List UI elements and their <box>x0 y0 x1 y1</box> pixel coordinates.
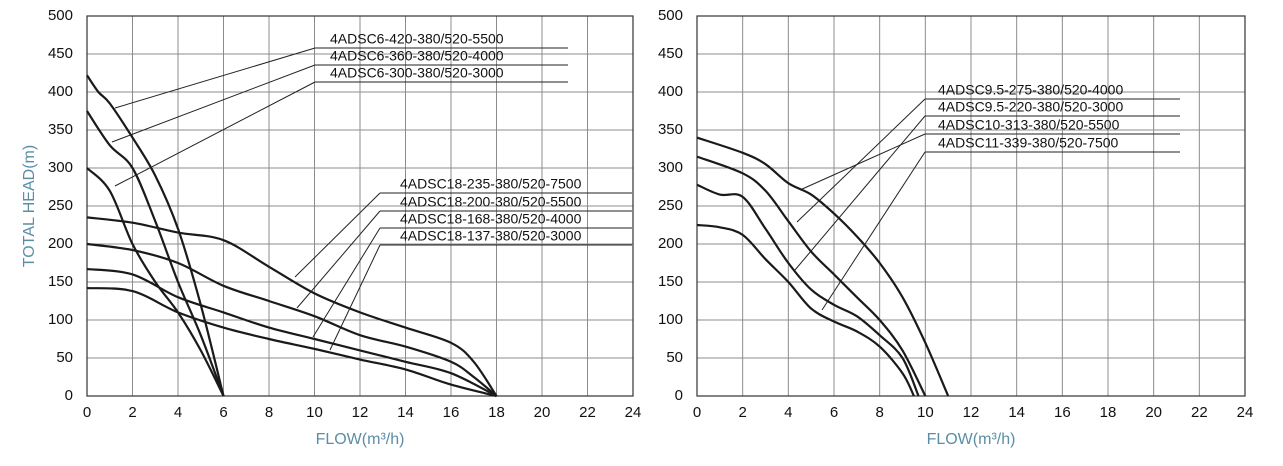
y-tick-label: 250 <box>48 197 73 214</box>
curve <box>696 155 927 397</box>
leader-line <box>296 210 381 309</box>
x-tick-label: 10 <box>306 404 323 421</box>
y-tick-label: 200 <box>658 235 683 252</box>
series-label: 4ADSC6-300-380/520-3000 <box>330 65 504 81</box>
x-tick-label: 16 <box>1054 404 1071 421</box>
x-tick-label: 24 <box>625 404 642 421</box>
series-label: 4ADSC10-313-380/520-5500 <box>938 117 1120 133</box>
series-label: 4ADSC18-137-380/520-3000 <box>400 228 582 244</box>
series-label: 4ADSC18-235-380/520-7500 <box>400 176 582 192</box>
x-tick-label: 2 <box>738 404 746 421</box>
x-tick-label: 0 <box>693 404 701 421</box>
x-tick-label: 20 <box>1145 404 1162 421</box>
leader-line <box>111 64 316 143</box>
curve <box>86 267 497 397</box>
series-label: 4ADSC9.5-275-380/520-4000 <box>938 82 1123 98</box>
y-tick-label: 150 <box>48 273 73 290</box>
x-tick-label: 16 <box>443 404 460 421</box>
y-tick-label: 400 <box>48 83 73 100</box>
y-tick-label: 350 <box>658 121 683 138</box>
series-label: 4ADSC6-420-380/520-5500 <box>330 31 504 47</box>
curve <box>696 183 920 397</box>
curve <box>86 167 225 397</box>
x-tick-label: 10 <box>917 404 934 421</box>
plot-frame <box>696 15 1246 397</box>
y-tick-label: 100 <box>48 311 73 328</box>
leader-line <box>294 192 381 278</box>
x-tick-label: 6 <box>219 404 227 421</box>
y-axis-title: TOTAL HEAD(m) <box>21 145 38 267</box>
curve <box>86 286 497 398</box>
series-label: 4ADSC18-200-380/520-5500 <box>400 194 582 210</box>
y-tick-label: 300 <box>658 159 683 176</box>
y-tick-label: 250 <box>658 197 683 214</box>
series-label: 4ADSC18-168-380/520-4000 <box>400 211 582 227</box>
x-tick-label: 20 <box>534 404 551 421</box>
y-tick-label: 300 <box>48 159 73 176</box>
x-tick-label: 22 <box>1191 404 1208 421</box>
leader-line <box>329 244 381 351</box>
y-tick-label: 50 <box>666 349 683 366</box>
y-tick-label: 450 <box>48 45 73 62</box>
curve <box>696 223 915 397</box>
y-tick-label: 0 <box>675 387 683 404</box>
x-tick-label: 4 <box>784 404 792 421</box>
x-tick-label: 4 <box>174 404 182 421</box>
x-tick-label: 18 <box>488 404 505 421</box>
curve <box>86 216 498 397</box>
x-axis-title: FLOW(m³/h) <box>316 431 405 448</box>
leader-line <box>794 115 926 271</box>
leader-line <box>799 133 926 191</box>
curve <box>696 136 950 397</box>
x-tick-label: 2 <box>128 404 136 421</box>
series-label: 4ADSC9.5-220-380/520-3000 <box>938 99 1123 115</box>
plot-frame <box>86 15 634 397</box>
y-tick-label: 350 <box>48 121 73 138</box>
leader-line <box>312 227 381 338</box>
leader-line <box>796 98 926 223</box>
y-tick-label: 50 <box>56 349 73 366</box>
y-tick-label: 500 <box>48 7 73 24</box>
x-tick-label: 0 <box>83 404 91 421</box>
x-tick-label: 12 <box>963 404 980 421</box>
x-tick-label: 6 <box>830 404 838 421</box>
series-label: 4ADSC11-339-380/520-7500 <box>938 135 1119 151</box>
y-tick-label: 150 <box>658 273 683 290</box>
x-tick-label: 24 <box>1237 404 1254 421</box>
x-tick-label: 18 <box>1100 404 1117 421</box>
leader-line <box>821 151 926 311</box>
y-tick-label: 450 <box>658 45 683 62</box>
y-tick-label: 100 <box>658 311 683 328</box>
y-tick-label: 0 <box>65 387 73 404</box>
x-tick-label: 8 <box>875 404 883 421</box>
x-tick-label: 12 <box>352 404 369 421</box>
series-label: 4ADSC6-360-380/520-4000 <box>330 48 504 64</box>
leader-line <box>114 81 316 187</box>
x-tick-label: 8 <box>265 404 273 421</box>
y-tick-label: 200 <box>48 235 73 252</box>
y-tick-label: 400 <box>658 83 683 100</box>
x-tick-label: 14 <box>1008 404 1025 421</box>
x-axis-title: FLOW(m³/h) <box>927 431 1016 448</box>
curve <box>86 110 225 397</box>
x-tick-label: 14 <box>397 404 414 421</box>
x-tick-label: 22 <box>579 404 596 421</box>
leader-line <box>114 47 316 109</box>
curve <box>86 242 498 397</box>
y-tick-label: 500 <box>658 7 683 24</box>
